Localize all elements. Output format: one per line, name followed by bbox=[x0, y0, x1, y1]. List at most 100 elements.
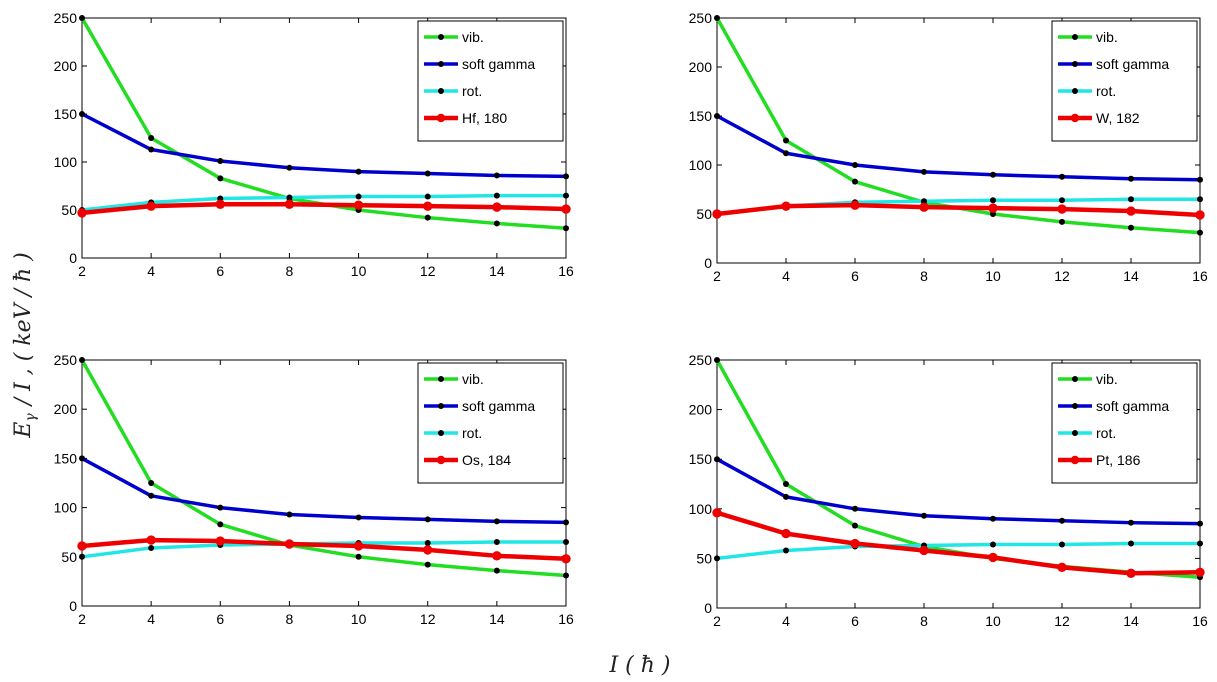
legend-marker bbox=[1070, 113, 1080, 123]
legend-marker bbox=[1072, 403, 1078, 409]
data-point bbox=[990, 171, 996, 178]
data-point bbox=[852, 505, 858, 512]
panel-os-184: 2 4 6 8 10 12 14 16 0 50 100 150 200 250 vib. soft gamm… bbox=[54, 352, 574, 627]
data-point bbox=[493, 172, 500, 179]
data-point bbox=[286, 511, 293, 518]
series-line bbox=[81, 193, 566, 212]
y-tick-label: 50 bbox=[696, 550, 712, 566]
data-point bbox=[714, 456, 720, 463]
legend-marker bbox=[436, 113, 446, 123]
data-point bbox=[493, 567, 500, 574]
data-point bbox=[284, 539, 295, 549]
data-point bbox=[783, 493, 789, 500]
series-line bbox=[80, 359, 567, 578]
x-tick-label: 16 bbox=[558, 611, 574, 627]
y-tick-label: 0 bbox=[69, 250, 77, 266]
legend-marker bbox=[1072, 376, 1078, 382]
data-point bbox=[561, 204, 571, 214]
data-point bbox=[215, 199, 225, 209]
legend-label: soft gamma bbox=[1096, 398, 1169, 414]
data-point bbox=[988, 203, 998, 213]
data-point bbox=[1195, 210, 1205, 220]
data-point bbox=[921, 168, 927, 175]
y-tick-label: 0 bbox=[69, 598, 77, 614]
legend: vib. soft gamma rot. Os, 184 bbox=[417, 362, 564, 484]
data-point bbox=[783, 481, 789, 487]
data-point bbox=[988, 552, 998, 563]
y-axis-title-rest: / I , ( keV / ħ ) bbox=[11, 252, 36, 407]
x-tick-label: 12 bbox=[420, 611, 436, 627]
legend-marker bbox=[438, 376, 444, 382]
series-2 bbox=[79, 111, 569, 180]
x-tick-label: 16 bbox=[1192, 613, 1208, 629]
data-point bbox=[148, 135, 155, 141]
data-point bbox=[77, 208, 87, 218]
data-point bbox=[79, 111, 85, 117]
data-point bbox=[286, 164, 293, 171]
x-tick-label: 14 bbox=[489, 263, 505, 279]
data-point bbox=[1197, 229, 1203, 236]
data-point bbox=[424, 214, 431, 221]
panel-pt-186: 2 4 6 8 10 12 14 16 0 50 100 150 200 250 vib. soft gamm… bbox=[689, 352, 1208, 629]
data-point bbox=[1197, 540, 1203, 547]
y-tick-label: 0 bbox=[704, 255, 712, 271]
series-line bbox=[716, 114, 1201, 182]
panel-hf-180: 2 4 6 8 10 12 14 16 0 50 100 150 200 250 vib. soft gamm… bbox=[54, 10, 574, 279]
y-tick-label: 200 bbox=[54, 401, 78, 417]
data-point bbox=[493, 220, 500, 227]
data-point bbox=[852, 162, 858, 168]
legend-marker bbox=[1072, 88, 1078, 94]
y-tick-label: 50 bbox=[61, 202, 77, 218]
data-point bbox=[1059, 541, 1065, 548]
data-point bbox=[561, 554, 571, 564]
x-tick-label: 4 bbox=[147, 263, 155, 279]
y-axis-title: Eγ / I , ( keV / ħ ) bbox=[11, 252, 39, 438]
y-tick-label: 150 bbox=[54, 450, 78, 466]
series-2 bbox=[714, 456, 1203, 527]
data-point bbox=[284, 199, 295, 209]
data-point bbox=[215, 536, 225, 546]
data-point bbox=[1059, 517, 1065, 524]
x-tick-label: 8 bbox=[920, 268, 928, 284]
x-tick-label: 6 bbox=[216, 263, 224, 279]
x-tick-label: 10 bbox=[351, 263, 367, 279]
data-point bbox=[424, 516, 431, 523]
legend: vib. soft gamma rot. W, 182 bbox=[1051, 20, 1198, 142]
data-point bbox=[781, 201, 791, 211]
data-point bbox=[1059, 197, 1065, 204]
data-point bbox=[563, 539, 569, 546]
data-point bbox=[148, 480, 155, 486]
series-line bbox=[81, 456, 567, 525]
legend-marker bbox=[438, 403, 444, 409]
y-tick-label: 150 bbox=[689, 108, 713, 124]
data-point bbox=[424, 540, 431, 547]
data-point bbox=[79, 357, 85, 363]
data-point bbox=[493, 192, 500, 199]
data-point bbox=[783, 137, 789, 144]
series-line bbox=[716, 202, 1201, 218]
legend-label: Os, 184 bbox=[462, 452, 511, 468]
legend-label: rot. bbox=[1096, 83, 1116, 99]
data-point bbox=[492, 551, 502, 561]
data-point bbox=[217, 158, 224, 165]
data-point bbox=[781, 528, 791, 539]
data-point bbox=[1197, 520, 1203, 527]
data-point bbox=[146, 535, 156, 545]
data-point bbox=[1126, 568, 1136, 578]
series-line bbox=[716, 510, 1201, 576]
data-point bbox=[148, 146, 155, 153]
legend-marker bbox=[1072, 61, 1078, 67]
data-point bbox=[148, 492, 155, 499]
data-point bbox=[1059, 218, 1065, 225]
data-point bbox=[1057, 562, 1067, 573]
data-point bbox=[423, 545, 433, 555]
x-tick-label: 6 bbox=[216, 611, 224, 627]
data-point bbox=[1128, 175, 1134, 182]
x-tick-label: 10 bbox=[351, 611, 367, 627]
data-point bbox=[355, 514, 362, 521]
panel-w-182: 2 4 6 8 10 12 14 16 0 50 100 150 200 250 vib. soft gamm… bbox=[689, 10, 1208, 284]
data-point bbox=[148, 544, 155, 551]
x-tick-label: 12 bbox=[1054, 613, 1070, 629]
legend-label: rot. bbox=[462, 83, 482, 99]
data-point bbox=[990, 541, 996, 548]
